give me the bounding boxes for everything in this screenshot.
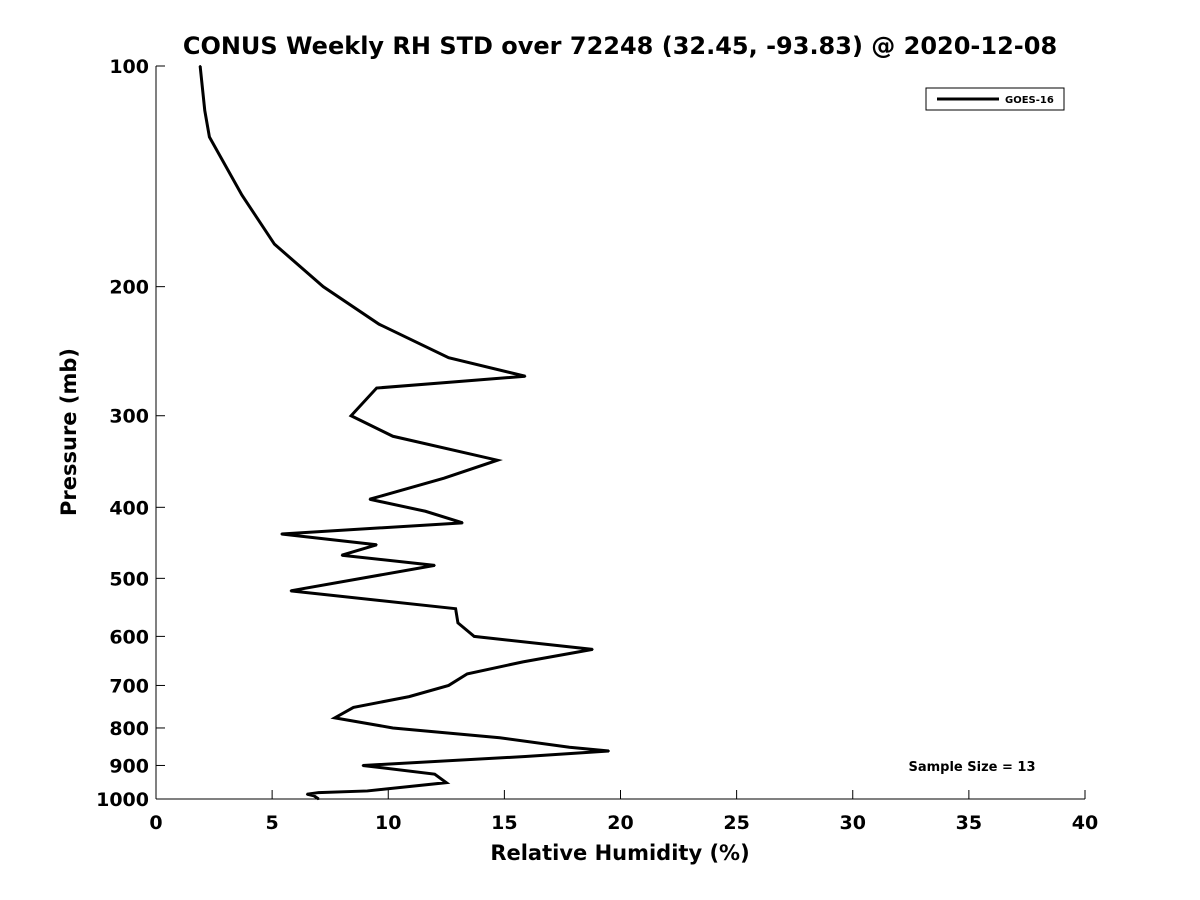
- x-tick-label: 40: [1072, 812, 1098, 834]
- legend-label-goes-16: GOES-16: [1005, 95, 1054, 106]
- data-point: [340, 554, 343, 557]
- x-tick-label: 20: [607, 812, 633, 834]
- data-point: [203, 109, 206, 112]
- x-tick-label: 25: [723, 812, 749, 834]
- x-tick-label: 10: [375, 812, 401, 834]
- data-point: [496, 459, 499, 462]
- y-tick-label: 700: [109, 675, 149, 697]
- data-point: [273, 243, 276, 246]
- data-point: [591, 648, 594, 651]
- x-tick-label: 30: [840, 812, 866, 834]
- y-tick-label: 500: [109, 568, 149, 590]
- data-point: [368, 498, 371, 501]
- data-point: [352, 706, 355, 709]
- data-point: [317, 798, 320, 800]
- y-tick-label: 1000: [96, 789, 149, 811]
- data-point: [375, 543, 378, 546]
- data-point: [305, 793, 308, 796]
- data-point: [456, 621, 459, 624]
- y-tick-label: 100: [109, 56, 149, 78]
- x-ticks: 0 5 10 15 20 25 30 35 40: [149, 790, 1098, 834]
- data-point: [447, 356, 450, 359]
- data-point: [442, 477, 445, 480]
- x-tick-label: 35: [956, 812, 982, 834]
- data-point: [461, 521, 464, 524]
- data-point: [317, 791, 320, 794]
- data-point: [333, 716, 336, 719]
- data-point: [447, 684, 450, 687]
- data-point: [391, 435, 394, 438]
- x-axis-label: Relative Humidity (%): [490, 841, 749, 865]
- sample-size-annotation: Sample Size = 13: [908, 760, 1035, 775]
- data-point: [391, 726, 394, 729]
- y-ticks: 100 200 300 400 500 600 700 800 900 1000: [96, 56, 165, 811]
- y-tick-label: 900: [109, 755, 149, 777]
- data-point: [199, 65, 202, 67]
- data-point: [473, 635, 476, 638]
- data-point: [521, 660, 524, 663]
- data-point: [280, 533, 283, 536]
- x-tick-label: 15: [491, 812, 517, 834]
- series-line-goes-16: [198, 65, 610, 801]
- series-layer: [198, 65, 610, 801]
- data-point: [375, 387, 378, 390]
- y-tick-label: 400: [109, 497, 149, 519]
- x-tick-label: 0: [149, 812, 162, 834]
- data-point: [208, 136, 211, 139]
- data-point: [524, 755, 527, 758]
- data-point: [424, 510, 427, 513]
- y-tick-label: 200: [109, 277, 149, 299]
- data-point: [607, 749, 610, 752]
- data-point: [433, 564, 436, 567]
- axes: [155, 66, 1085, 800]
- y-axis-label: Pressure (mb): [57, 348, 81, 516]
- chart-title: CONUS Weekly RH STD over 72248 (32.45, -…: [183, 32, 1057, 60]
- data-point: [466, 672, 469, 675]
- y-tick-label: 800: [109, 718, 149, 740]
- data-point: [454, 607, 457, 610]
- data-point: [366, 789, 369, 792]
- data-point: [445, 781, 448, 784]
- data-point: [568, 746, 571, 749]
- data-point: [240, 194, 243, 197]
- legend: GOES-16: [925, 87, 1065, 111]
- data-point: [524, 375, 527, 378]
- data-point: [350, 414, 353, 417]
- data-point: [361, 764, 364, 767]
- y-tick-label: 600: [109, 626, 149, 648]
- data-point: [498, 736, 501, 739]
- data-point: [408, 695, 411, 698]
- data-point: [322, 285, 325, 288]
- y-tick-label: 300: [109, 406, 149, 428]
- data-point: [433, 773, 436, 776]
- data-point: [312, 794, 315, 797]
- data-point: [377, 323, 380, 326]
- x-tick-label: 5: [266, 812, 279, 834]
- data-point: [289, 589, 292, 592]
